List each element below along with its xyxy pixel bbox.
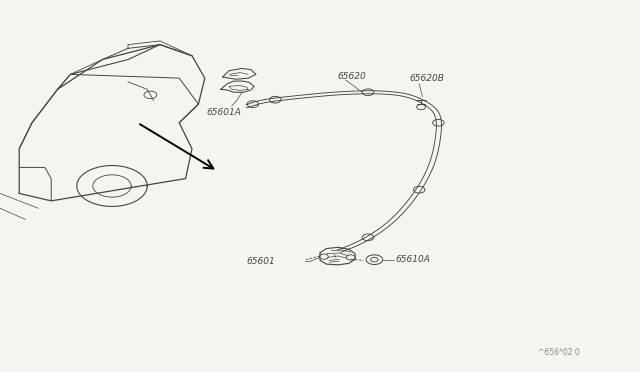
- Text: 65610A: 65610A: [396, 255, 430, 264]
- Text: 65601: 65601: [246, 257, 275, 266]
- Text: 65620B: 65620B: [410, 74, 444, 83]
- Text: ^656*02 0: ^656*02 0: [538, 348, 579, 357]
- Text: 65601A: 65601A: [207, 108, 241, 117]
- Text: 65620: 65620: [337, 72, 366, 81]
